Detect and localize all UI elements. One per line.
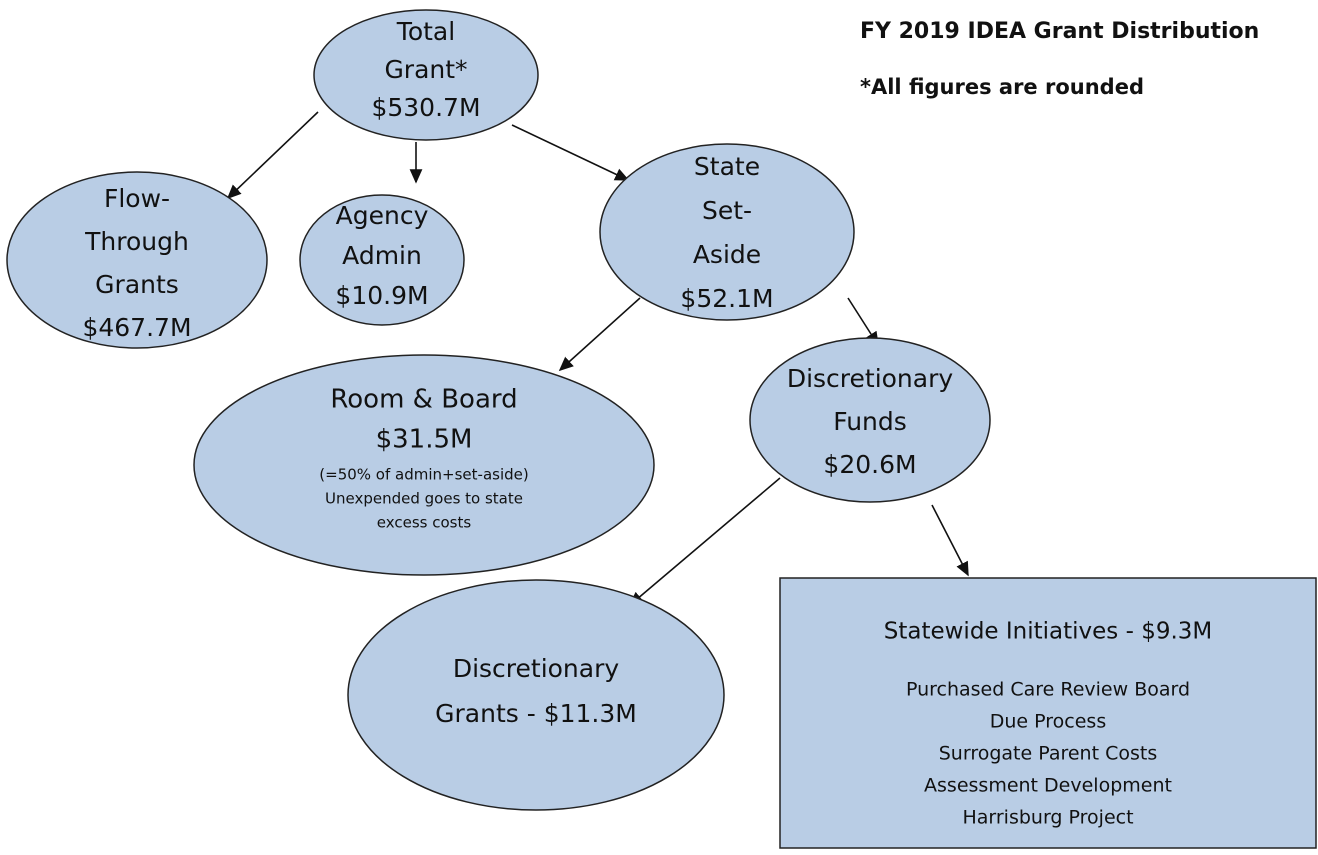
node-label: $530.7M <box>371 93 480 122</box>
node-label: Aside <box>693 240 761 269</box>
node-shape <box>6 171 268 349</box>
node-detail: Purchased Care Review Board <box>906 679 1190 701</box>
node-shape <box>299 194 465 326</box>
node-label: $20.6M <box>823 450 916 479</box>
node-label: $52.1M <box>680 284 773 313</box>
node-shape <box>749 337 991 503</box>
node-label: Statewide Initiatives - $9.3M <box>884 619 1213 645</box>
node-label: Agency <box>336 201 429 230</box>
node-detail: Assessment Development <box>924 775 1172 797</box>
node-label: $467.7M <box>82 313 191 342</box>
node: Discretionary Grants - $11.3M <box>347 579 725 811</box>
node-detail: (=50% of admin+set-aside) <box>319 466 528 484</box>
node-shape <box>347 579 725 811</box>
node: Agency Admin $10.9M <box>299 194 465 326</box>
node-label: Discretionary <box>787 364 954 393</box>
node-label: Grant* <box>384 55 467 84</box>
node-detail: Unexpended goes to state <box>325 490 523 508</box>
title: FY 2019 IDEA Grant Distribution <box>860 19 1259 44</box>
note: *All figures are rounded <box>860 75 1144 99</box>
node-shape <box>193 354 655 576</box>
node: Room & Board $31.5M (=50% of admin+set-asi… <box>193 354 655 576</box>
node-label: $31.5M <box>376 425 473 455</box>
node-label: Admin <box>342 241 422 270</box>
node-label: Flow- <box>104 184 170 213</box>
node-label: Discretionary <box>453 654 620 683</box>
node-shape <box>779 577 1317 849</box>
arrow <box>511 124 630 181</box>
arrows <box>226 111 969 607</box>
node-detail: Due Process <box>990 711 1106 733</box>
node-label: $10.9M <box>335 281 428 310</box>
arrow <box>847 297 879 347</box>
node-label: State <box>694 152 760 181</box>
node-label: Grants - $11.3M <box>435 699 637 728</box>
node-label: Funds <box>833 407 907 436</box>
arrow <box>628 477 781 607</box>
node-label: Set- <box>702 196 752 225</box>
node-label: Total <box>396 17 455 46</box>
node: Flow- Through Grants $467.7M <box>6 171 268 349</box>
node: Statewide Initiatives - $9.3M Purchased C… <box>779 577 1317 849</box>
arrow <box>931 504 969 577</box>
node-label: Grants <box>95 270 179 299</box>
node: State Set- Aside $52.1M <box>599 143 855 321</box>
node-label: Room & Board <box>330 385 517 415</box>
node-detail: Harrisburg Project <box>962 807 1133 829</box>
node-label: Through <box>84 227 189 256</box>
node-shape <box>313 9 539 141</box>
arrow <box>226 111 319 200</box>
node: Discretionary Funds $20.6M <box>749 337 991 503</box>
node-shape <box>599 143 855 321</box>
node: Total Grant* $530.7M <box>313 9 539 141</box>
arrow <box>558 297 641 372</box>
node-detail: Surrogate Parent Costs <box>939 743 1157 765</box>
node-detail: excess costs <box>377 514 472 532</box>
